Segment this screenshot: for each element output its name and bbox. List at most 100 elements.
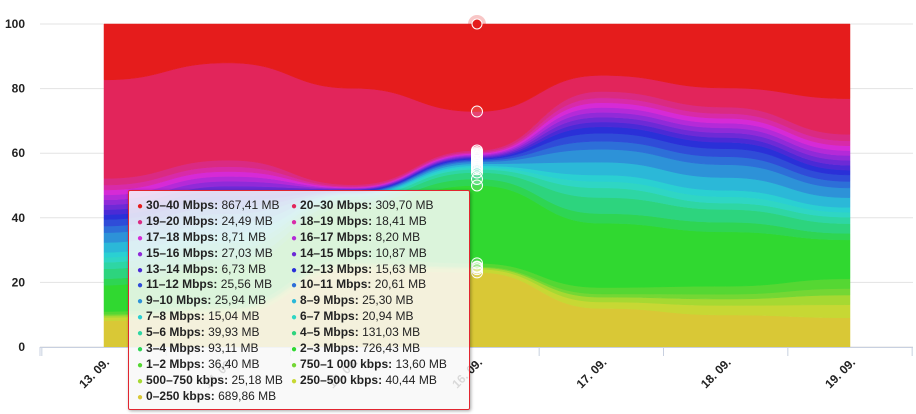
series-value: 27,03 MB [221, 245, 273, 260]
tooltip: ● 30–40 Mbps: 867,41 MB ● 20–30 Mbps: 309,7… [128, 190, 470, 410]
series-name: 3–4 Mbps [146, 341, 201, 356]
x-tick-label: 18. 09. [698, 355, 734, 391]
series-name: 10–11 Mbps [300, 277, 368, 292]
legend-dot-icon: ● [291, 201, 298, 212]
separator: : [200, 341, 209, 356]
area-25 [103, 23, 851, 112]
separator: : [214, 213, 222, 228]
tooltip-row: ● 0–250 kbps: 689,86 MB [137, 389, 469, 405]
tooltip-row: ● 5–6 Mbps: 39,93 MB ● 4–5 Mbps: 131,03 MB [137, 325, 469, 341]
series-value: 309,70 MB [375, 198, 434, 212]
series-name: 13–14 Mbps [146, 261, 215, 276]
legend-dot-icon: ● [137, 359, 144, 371]
legend-dot-icon: ● [291, 375, 298, 387]
legend-dot-icon: ● [291, 344, 298, 356]
point-marker [471, 105, 483, 118]
tooltip-row: ● 11–12 Mbps: 25,56 MB ● 10–11 Mbps: 20,61 … [137, 277, 469, 293]
separator: : [368, 245, 376, 260]
tooltip-row: ● 3–4 Mbps: 93,11 MB ● 2–3 Mbps: 726,43 MB [137, 341, 469, 357]
tooltip-row: ● 500–750 kbps: 25,18 MB ● 250–500 kbps: 40… [137, 373, 469, 389]
series-name: 14–15 Mbps [300, 245, 369, 260]
legend-dot-icon: ● [291, 264, 298, 276]
series-value: 10,87 MB [375, 245, 427, 260]
separator: : [214, 229, 222, 244]
tooltip-entry: ● 19–20 Mbps: 24,49 MB [137, 214, 291, 230]
tooltip-entry: ● 4–5 Mbps: 131,03 MB [291, 325, 445, 341]
series-name: 11–12 Mbps [146, 277, 214, 292]
y-tick-label: 100 [5, 17, 25, 31]
tooltip-row: ● 19–20 Mbps: 24,49 MB ● 18–19 Mbps: 18,41 … [137, 214, 469, 230]
tooltip-row: ● 13–14 Mbps: 6,73 MB ● 12–13 Mbps: 15,63 M… [137, 262, 469, 278]
legend-dot-icon: ● [291, 312, 298, 324]
series-value: 24,49 MB [221, 213, 273, 228]
series-value: 93,11 MB [208, 341, 259, 356]
separator: : [200, 356, 209, 371]
separator: : [200, 325, 209, 340]
tooltip-row: ● 9–10 Mbps: 25,94 MB ● 8–9 Mbps: 25,30 MB [137, 293, 469, 309]
legend-dot-icon: ● [137, 344, 144, 356]
series-value: 20,94 MB [362, 309, 414, 324]
legend-dot-icon: ● [137, 280, 144, 292]
separator: : [378, 372, 386, 387]
tooltip-entry: ● 10–11 Mbps: 20,61 MB [291, 277, 445, 293]
tooltip-row: ● 7–8 Mbps: 15,04 MB ● 6–7 Mbps: 20,94 MB [137, 309, 469, 325]
y-tick-label: 80 [12, 82, 26, 96]
series-value: 867,41 MB [221, 198, 280, 212]
tooltip-row: ● 15–16 Mbps: 27,03 MB ● 14–15 Mbps: 10,87 … [137, 246, 469, 262]
tooltip-entry: ● 750–1 000 kbps: 13,60 MB [291, 356, 447, 373]
separator: : [368, 213, 376, 228]
series-name: 4–5 Mbps [300, 325, 355, 340]
tooltip-entry: ● 17–18 Mbps: 8,71 MB [137, 230, 291, 246]
series-name: 12–13 Mbps [300, 261, 369, 276]
separator: : [368, 261, 376, 276]
series-name: 250–500 kbps [300, 372, 379, 387]
tooltip-row: ● 30–40 Mbps: 867,41 MB ● 20–30 Mbps: 309,7… [137, 198, 469, 214]
series-value: 18,41 MB [375, 213, 427, 228]
series-value: 15,04 MB [208, 309, 260, 324]
legend-dot-icon: ● [291, 232, 298, 244]
tooltip-entry: ● 15–16 Mbps: 27,03 MB [137, 246, 291, 262]
separator: : [207, 293, 215, 308]
y-axis: 0 20 40 60 80 100 [5, 17, 25, 354]
tooltip-entry: ● 3–4 Mbps: 93,11 MB [137, 341, 291, 357]
series-value: 6,73 MB [221, 261, 267, 276]
y-tick-label: 0 [18, 340, 25, 354]
series-value: 20,61 MB [374, 277, 427, 292]
tooltip-entry: ● 9–10 Mbps: 25,94 MB [137, 293, 291, 309]
series-value: 726,43 MB [362, 341, 421, 356]
separator: : [214, 261, 222, 276]
legend-dot-icon: ● [291, 296, 298, 308]
tooltip-entry: ● 7–8 Mbps: 15,04 MB [137, 309, 291, 325]
tooltip-entry: ● 2–3 Mbps: 726,43 MB [291, 341, 445, 357]
series-name: 5–6 Mbps [146, 325, 201, 340]
tooltip-entry: ● 11–12 Mbps: 25,56 MB [137, 277, 291, 293]
series-name: 6–7 Mbps [300, 309, 355, 324]
series-value: 36,40 MB [208, 356, 260, 371]
series-name: 8–9 Mbps [300, 293, 355, 308]
series-name: 7–8 Mbps [146, 309, 201, 324]
tooltip-entry: ● 8–9 Mbps: 25,30 MB [291, 293, 445, 309]
legend-dot-icon: ● [291, 216, 298, 228]
legend-dot-icon: ● [291, 328, 298, 340]
series-name: 1–2 Mbps [146, 356, 201, 371]
series-value: 25,30 MB [362, 293, 414, 308]
separator: : [368, 198, 376, 212]
tooltip-entry: ● 18–19 Mbps: 18,41 MB [291, 214, 445, 230]
tooltip-entry: ● 250–500 kbps: 40,44 MB [291, 373, 445, 389]
hover-markers [468, 15, 486, 279]
legend-dot-icon: ● [291, 280, 298, 292]
y-tick-label: 20 [12, 275, 26, 289]
series-value: 8,71 MB [221, 229, 267, 244]
series-name: 20–30 Mbps [300, 198, 369, 212]
legend-dot-icon: ● [137, 296, 144, 308]
series-value: 13,60 MB [395, 356, 447, 371]
series-name: 16–17 Mbps [300, 229, 369, 244]
series-name: 17–18 Mbps [146, 229, 215, 244]
tooltip-entry: ● 16–17 Mbps: 8,20 MB [291, 230, 445, 246]
separator: : [354, 325, 363, 340]
legend-dot-icon: ● [137, 264, 144, 276]
x-tick-label: 13. 09. [76, 355, 112, 391]
tooltip-entry: ● 12–13 Mbps: 15,63 MB [291, 262, 445, 278]
separator: : [354, 293, 363, 308]
separator: : [200, 309, 209, 324]
